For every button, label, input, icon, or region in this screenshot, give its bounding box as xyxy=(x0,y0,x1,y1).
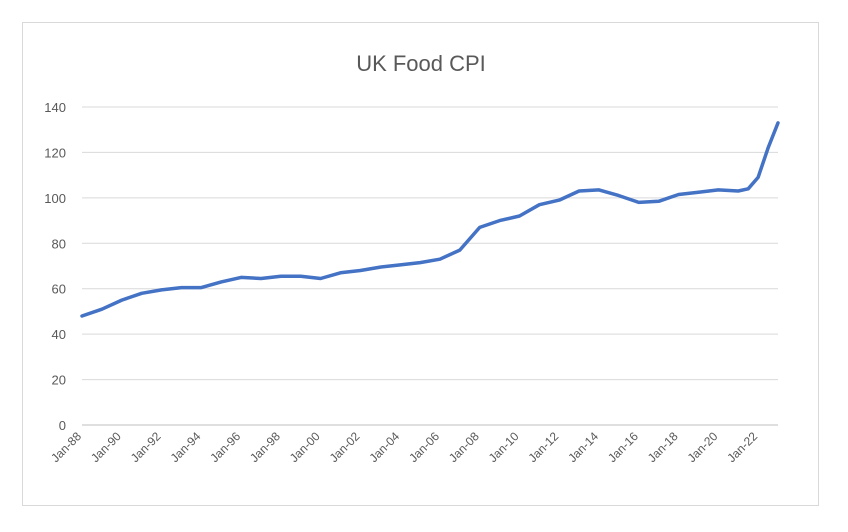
x-tick-label: Jan-96 xyxy=(207,429,243,465)
y-tick-label: 0 xyxy=(59,418,66,433)
chart-frame: UK Food CPI 0 20 40 60 80 100 120 140 Jan-88 Jan… xyxy=(22,22,819,506)
x-tick-label: Jan-16 xyxy=(605,429,641,465)
gridlines xyxy=(82,106,778,426)
x-tick-label: Jan-00 xyxy=(287,429,323,465)
x-tick-label: Jan-02 xyxy=(327,429,363,465)
x-tick-label: Jan-08 xyxy=(446,429,482,465)
x-tick-label: Jan-04 xyxy=(366,429,402,465)
y-tick-label: 60 xyxy=(52,282,66,297)
x-tick-label: Jan-88 xyxy=(48,429,84,465)
series-line xyxy=(80,121,780,318)
x-tick-label: Jan-92 xyxy=(128,429,164,465)
y-tick-label: 140 xyxy=(44,100,66,115)
x-tick-label: Jan-10 xyxy=(486,429,522,465)
x-tick-label: Jan-98 xyxy=(247,429,283,465)
x-tick-label: Jan-90 xyxy=(88,429,124,465)
y-tick-label: 100 xyxy=(44,191,66,206)
y-axis-tick-labels: 0 20 40 60 80 100 120 140 xyxy=(44,100,66,433)
x-tick-label: Jan-22 xyxy=(724,429,760,465)
y-tick-label: 80 xyxy=(52,236,66,251)
x-tick-label: Jan-14 xyxy=(565,429,601,465)
chart-title: UK Food CPI xyxy=(356,51,486,76)
x-tick-label: Jan-94 xyxy=(168,429,204,465)
x-tick-label: Jan-06 xyxy=(406,429,442,465)
y-tick-label: 120 xyxy=(44,145,66,160)
x-tick-label: Jan-12 xyxy=(526,429,562,465)
x-axis-tick-labels: Jan-88 Jan-90 Jan-92 Jan-94 Jan-96 Jan-98 Jan-… xyxy=(48,429,760,465)
y-tick-label: 40 xyxy=(52,327,66,342)
y-tick-label: 20 xyxy=(52,373,66,388)
series-layer xyxy=(80,121,780,318)
x-tick-label: Jan-20 xyxy=(685,429,721,465)
x-tick-label: Jan-18 xyxy=(645,429,681,465)
